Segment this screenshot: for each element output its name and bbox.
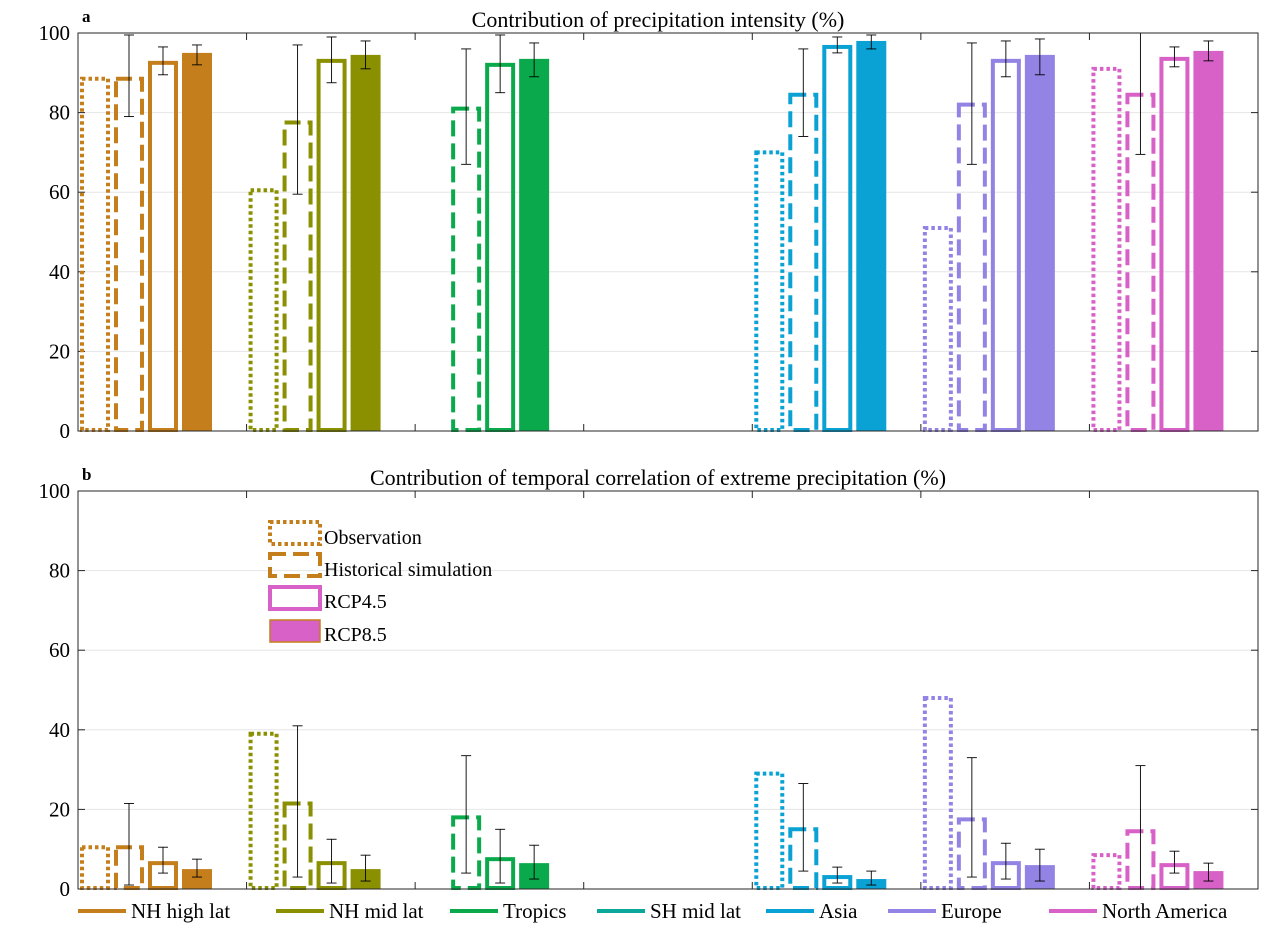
legend-label-nh-high-lat: NH high lat [131, 899, 230, 923]
bar-a-europe-rcp4-5 [990, 58, 1021, 433]
bar-b-nh-mid-lat-observation [248, 731, 279, 890]
legend-label-nh-mid-lat: NH mid lat [329, 899, 424, 923]
bar-a-nh-high-lat-historical-simulation [114, 76, 144, 432]
legend-label-rcp45: RCP4.5 [324, 591, 387, 613]
y-tick-label: 20 [49, 339, 70, 363]
bar-b-north-america-observation [1091, 853, 1122, 890]
panel-a-title: Contribution of precipitation intensity … [472, 7, 845, 32]
panel-a-y-ticks: 0 20 40 60 80 100 [39, 21, 1258, 443]
y-tick-label: 40 [49, 718, 70, 742]
legend-label-asia: Asia [819, 899, 858, 923]
legend-label-europe: Europe [941, 899, 1002, 923]
panel-b-grid [78, 570, 1258, 810]
y-tick-label: 60 [49, 180, 70, 204]
bar-b-nh-high-lat-observation [80, 845, 110, 890]
bar-a-nh-mid-lat-rcp4-5 [316, 58, 347, 433]
bar-a-tropics-rcp4-5 [485, 62, 516, 432]
region-legend: NH high lat NH mid lat Tropics SH mid lat As… [78, 899, 1228, 923]
bar-a-north-america-observation [1091, 66, 1122, 433]
y-tick-label: 100 [39, 21, 71, 45]
bar-a-nh-high-lat-observation [80, 76, 110, 432]
bar-a-tropics-rcp8-5 [519, 58, 550, 432]
bar-a-asia-historical-simulation [788, 92, 819, 432]
y-tick-label: 80 [49, 559, 70, 583]
bar-a-north-america-rcp8-5 [1193, 50, 1224, 431]
panel-a: a Contribution of precipitation intensit… [39, 7, 1259, 443]
bar-b-europe-observation [922, 695, 953, 890]
legend-label-north-america: North America [1102, 899, 1228, 923]
panel-b-x-ticks [77, 491, 1259, 889]
panel-b-y-ticks: 0 20 40 60 80 100 [39, 479, 1258, 901]
bar-a-europe-observation [922, 226, 953, 432]
legend-label-tropics: Tropics [503, 899, 566, 923]
panel-a-axes-frame [77, 32, 1259, 432]
y-tick-label: 100 [39, 479, 71, 503]
legend-swatch-historical [268, 552, 322, 578]
bar-a-nh-high-lat-rcp4-5 [148, 60, 178, 433]
legend-swatch-rcp45 [268, 585, 322, 611]
panel-a-bars [80, 40, 1224, 433]
y-tick-label: 0 [60, 419, 71, 443]
panel-a-letter: a [82, 7, 91, 26]
y-tick-label: 20 [49, 797, 70, 821]
y-tick-label: 80 [49, 101, 70, 125]
y-tick-label: 0 [60, 877, 71, 901]
bar-a-europe-rcp8-5 [1024, 54, 1055, 431]
panel-b: b Contribution of temporal correlation o… [39, 465, 1259, 901]
panel-a-grid [78, 112, 1258, 352]
bar-a-asia-observation [754, 150, 785, 432]
legend-swatch-rcp85 [269, 619, 321, 643]
legend-swatch-observation [268, 520, 322, 546]
y-tick-label: 60 [49, 638, 70, 662]
bar-a-nh-high-lat-rcp8-5 [182, 52, 212, 432]
bar-b-asia-observation [754, 771, 785, 891]
panel-b-axes-frame [77, 490, 1259, 890]
y-tick-label: 40 [49, 260, 70, 284]
legend-label-observation: Observation [324, 527, 422, 549]
bar-a-nh-mid-lat-rcp8-5 [350, 54, 381, 431]
panel-b-letter: b [82, 465, 91, 484]
panel-a-x-ticks [77, 33, 1259, 431]
legend-label-historical: Historical simulation [324, 559, 492, 581]
panel-b-title: Contribution of temporal correlation of … [370, 465, 946, 490]
bar-a-asia-rcp8-5 [856, 40, 887, 432]
bar-b-nh-high-lat-rcp8-5 [182, 869, 212, 889]
style-legend: Observation Historical simulation RCP4.5… [268, 520, 492, 646]
panel-b-error-bars [124, 725, 1214, 890]
panel-b-bars [80, 695, 1224, 891]
bar-a-asia-rcp4-5 [822, 44, 853, 432]
legend-label-sh-mid-lat: SH mid lat [650, 899, 741, 923]
legend-label-rcp85: RCP8.5 [324, 624, 387, 646]
bar-a-north-america-rcp4-5 [1159, 56, 1190, 432]
bar-a-nh-mid-lat-observation [248, 188, 279, 432]
panel-a-error-bars [124, 32, 1214, 195]
